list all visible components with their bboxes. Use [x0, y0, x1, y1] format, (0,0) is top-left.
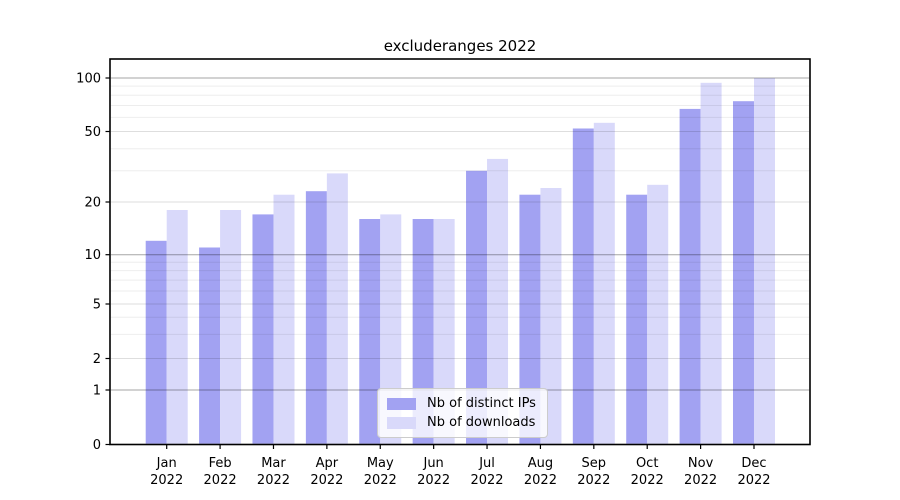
bar-nov-distinct-ips: [679, 108, 701, 444]
x-tick-label-year-mar: 2022: [257, 473, 290, 488]
legend-swatch-distinct-ips: [387, 397, 416, 410]
y-tick-label-20: 20: [84, 196, 101, 211]
x-tick-label-month-may: May: [367, 456, 394, 471]
bar-dec-downloads: [753, 78, 775, 444]
legend: Nb of distinct IPs Nb of downloads: [377, 388, 548, 438]
bar-jul-downloads: [487, 158, 509, 444]
y-tick-label-50: 50: [84, 125, 101, 140]
legend-label-downloads: Nb of downloads: [427, 415, 536, 430]
bar-sep-downloads: [593, 122, 615, 444]
x-tick-label-year-jul: 2022: [470, 473, 503, 488]
x-tick-label-year-nov: 2022: [684, 473, 717, 488]
x-tick-label-year-may: 2022: [364, 473, 397, 488]
bar-mar-downloads: [273, 194, 295, 444]
x-tick-label-year-apr: 2022: [310, 473, 343, 488]
legend-label-distinct-ips: Nb of distinct IPs: [427, 396, 536, 411]
x-tick-label-year-sep: 2022: [577, 473, 610, 488]
bar-sep-distinct-ips: [572, 128, 594, 444]
legend-item-downloads: Nb of downloads: [378, 415, 547, 430]
x-tick-label-month-jan: Jan: [156, 456, 177, 471]
x-tick-label-month-nov: Nov: [688, 456, 714, 471]
x-tick-label-month-jul: Jul: [478, 456, 495, 471]
bar-oct-distinct-ips: [626, 194, 648, 444]
bar-feb-distinct-ips: [199, 247, 221, 444]
bar-dec-distinct-ips: [732, 101, 754, 444]
y-tick-label-100: 100: [76, 72, 101, 87]
bar-jun-distinct-ips: [412, 219, 434, 444]
x-tick-label-month-apr: Apr: [316, 456, 339, 471]
bar-may-downloads: [380, 214, 402, 444]
x-tick-label-month-dec: Dec: [741, 456, 766, 471]
x-tick-label-month-aug: Aug: [528, 456, 553, 471]
bar-aug-downloads: [540, 188, 562, 444]
x-tick-label-year-jan: 2022: [150, 473, 183, 488]
x-tick-label-month-mar: Mar: [261, 456, 286, 471]
plot-border: [109, 58, 811, 446]
y-tick-label-5: 5: [93, 298, 101, 313]
y-tick-label-10: 10: [84, 248, 101, 263]
bar-jan-distinct-ips: [145, 240, 167, 444]
x-tick-label-month-jun: Jun: [422, 456, 443, 471]
bar-nov-downloads: [700, 82, 722, 444]
bar-may-distinct-ips: [359, 219, 381, 444]
x-tick-label-month-sep: Sep: [582, 456, 607, 471]
x-tick-label-year-aug: 2022: [524, 473, 557, 488]
bar-jan-downloads: [166, 210, 188, 444]
legend-swatch-downloads: [387, 416, 416, 429]
bar-oct-downloads: [647, 184, 669, 444]
y-tick-label-0: 0: [93, 438, 101, 453]
x-tick-label-year-jun: 2022: [417, 473, 450, 488]
bar-jun-downloads: [433, 219, 455, 444]
x-tick-label-year-feb: 2022: [204, 473, 237, 488]
bar-jul-distinct-ips: [466, 170, 488, 444]
bar-apr-distinct-ips: [305, 191, 327, 444]
bar-aug-distinct-ips: [519, 194, 541, 444]
bar-mar-distinct-ips: [252, 214, 274, 444]
x-tick-label-year-dec: 2022: [737, 473, 770, 488]
chart-title: excluderanges 2022: [383, 37, 537, 55]
bar-apr-downloads: [326, 173, 348, 444]
x-tick-label-year-oct: 2022: [631, 473, 664, 488]
x-tick-label-month-oct: Oct: [636, 456, 658, 471]
x-tick-label-month-feb: Feb: [209, 456, 232, 471]
y-tick-label-2: 2: [93, 352, 101, 367]
bar-feb-downloads: [220, 210, 242, 444]
y-tick-label-1: 1: [93, 384, 101, 399]
legend-item-distinct-ips: Nb of distinct IPs: [378, 396, 547, 411]
